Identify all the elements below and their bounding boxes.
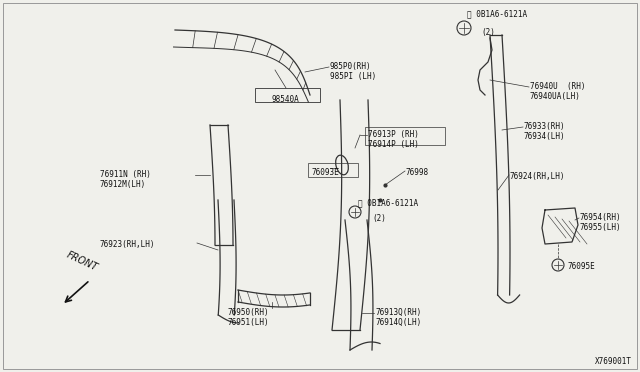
Text: 76933(RH): 76933(RH) [524,122,566,131]
Text: 76954(RH): 76954(RH) [580,213,621,222]
Bar [365,127,445,145]
Text: 985P0(RH): 985P0(RH) [330,62,372,71]
Text: 985PI (LH): 985PI (LH) [330,72,376,81]
Text: 98540A: 98540A [271,95,299,104]
Text: 76940UA(LH): 76940UA(LH) [530,92,581,101]
Text: 76912M(LH): 76912M(LH) [100,180,147,189]
Text: 76955(LH): 76955(LH) [580,223,621,232]
Text: 76095E: 76095E [567,262,595,271]
Text: 76913P (RH): 76913P (RH) [368,130,419,139]
Text: 76998: 76998 [406,168,429,177]
Text: 76913Q(RH): 76913Q(RH) [375,308,421,317]
Text: (2): (2) [481,28,495,37]
Text: 76950(RH): 76950(RH) [228,308,269,317]
Text: 76934(LH): 76934(LH) [524,132,566,141]
Text: Ⓑ 0B1A6-6121A: Ⓑ 0B1A6-6121A [467,9,527,18]
Text: 76093E: 76093E [312,168,340,177]
Text: 76940U  (RH): 76940U (RH) [530,82,586,91]
Text: 76914Q(LH): 76914Q(LH) [375,318,421,327]
Bar [255,88,320,102]
Text: X769001T: X769001T [595,357,632,366]
Text: Ⓑ 0B1A6-6121A: Ⓑ 0B1A6-6121A [358,198,418,207]
Text: 76914P (LH): 76914P (LH) [368,140,419,149]
Text: (2): (2) [372,214,386,223]
Text: 76911N (RH): 76911N (RH) [100,170,151,179]
Text: FRONT: FRONT [65,250,99,273]
Text: 76924(RH,LH): 76924(RH,LH) [510,172,566,181]
Text: 76923(RH,LH): 76923(RH,LH) [100,240,156,249]
Bar [308,163,358,177]
Text: 76951(LH): 76951(LH) [228,318,269,327]
